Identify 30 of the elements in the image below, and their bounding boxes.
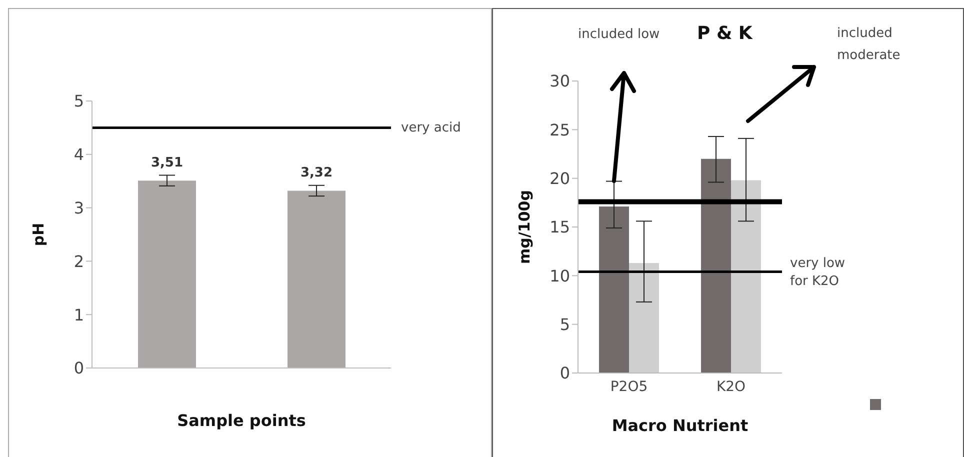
y-tick-label: 20 xyxy=(550,169,570,188)
y-tick-label: 5 xyxy=(560,315,570,334)
ref-line-label: very acid xyxy=(401,120,461,136)
y-tick-label: 0 xyxy=(74,358,84,378)
y-tick-label: 30 xyxy=(550,72,570,91)
y-axis-title: pH xyxy=(29,222,48,246)
data-label: 3,32 xyxy=(300,166,333,181)
y-tick-label: 25 xyxy=(550,120,570,140)
bar xyxy=(629,263,659,373)
y-tick-label: 1 xyxy=(74,305,84,324)
data-label: 3,51 xyxy=(150,156,184,171)
bar xyxy=(701,158,731,373)
y-tick-label: 10 xyxy=(550,266,570,286)
ref-line-label: very low for K2O xyxy=(790,255,846,288)
bar xyxy=(599,206,629,373)
text: included low xyxy=(578,27,660,42)
x-tick-label: P2O5 xyxy=(610,378,648,395)
x-axis-title: Sample points xyxy=(177,411,306,430)
y-axis-title: mg/100g xyxy=(515,190,534,264)
chart-title: P & K xyxy=(697,23,752,44)
y-tick-label: 5 xyxy=(74,92,84,111)
y-tick-label: 2 xyxy=(74,252,84,271)
y-tick-label: 3 xyxy=(74,198,84,218)
y-tick-label: 0 xyxy=(560,364,570,383)
x-axis-title: Macro Nutrient xyxy=(612,416,749,435)
x-tick-label: K2O xyxy=(716,378,746,395)
y-tick-label: 15 xyxy=(550,218,570,237)
bar xyxy=(731,180,761,373)
text: included moderate xyxy=(837,25,902,65)
y-tick-label: 4 xyxy=(74,145,84,164)
